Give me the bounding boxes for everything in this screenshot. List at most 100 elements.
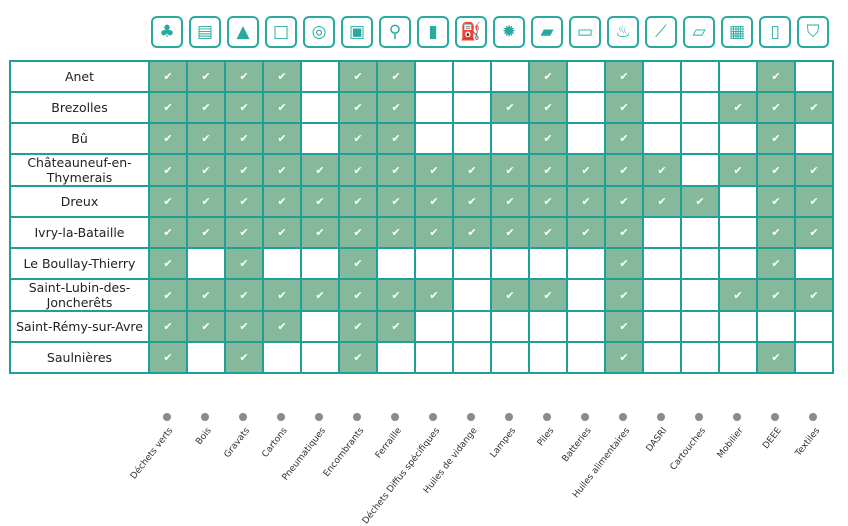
empty-cell [680,122,720,155]
accepted-cell: ✔ [186,60,226,93]
site-name: Brezolles [9,91,150,124]
empty-cell [452,122,492,155]
check-icon: ✔ [771,195,781,208]
empty-cell [414,310,454,343]
check-icon: ✔ [619,320,629,333]
empty-cell [452,341,492,374]
check-icon: ✔ [809,163,819,177]
check-icon: ✔ [277,195,287,208]
column-marker-dot [771,413,779,421]
check-icon: ✔ [163,132,173,145]
site-name: Le Boullay-Thierry [9,247,150,280]
check-icon: ✔ [619,257,629,270]
column-marker-dot [809,413,817,421]
accepted-cell: ✔ [528,91,568,124]
empty-cell [680,247,720,280]
accepted-cell: ✔ [186,185,226,218]
empty-cell [642,341,682,374]
column-marker-dot [201,413,209,421]
accepted-cell: ✔ [414,185,454,218]
accepted-cell: ✔ [300,153,340,187]
check-icon: ✔ [391,70,401,83]
box-icon: □ [265,16,297,48]
empty-cell [718,122,758,155]
check-icon: ✔ [353,163,363,177]
column-marker-dot [657,413,665,421]
table-row: Saint-Lubin-des-Joncherêts ✔ ✔ ✔ ✔ ✔ ✔ ✔ ✔ ✔ ✔ ✔ ✔ ✔ ✔ [9,278,834,312]
check-icon: ✔ [163,195,173,208]
check-icon: ✔ [391,132,401,145]
accepted-cell: ✔ [224,91,264,124]
accepted-cell: ✔ [414,278,454,312]
check-icon: ✔ [239,101,249,114]
table-row: Saulnières ✔ ✔ ✔ ✔ ✔ [9,341,834,374]
check-icon: ✔ [391,195,401,208]
accepted-cell: ✔ [566,153,606,187]
column-label: Cartons [260,426,290,460]
column-label: Batteries [560,426,594,465]
accepted-cell: ✔ [148,60,188,93]
accepted-cell: ✔ [604,310,644,343]
check-icon: ✔ [163,288,173,302]
accepted-cell: ✔ [338,341,378,374]
empty-cell [490,60,530,93]
empty-cell [794,341,834,374]
empty-cell [680,310,720,343]
accepted-cell: ✔ [490,91,530,124]
bicycle-icon: ⚲ [379,16,411,48]
check-icon: ✔ [771,288,781,302]
empty-cell [452,91,492,124]
accepted-cell: ✔ [224,153,264,187]
check-icon: ✔ [163,320,173,333]
empty-cell [566,341,606,374]
empty-cell [642,60,682,93]
empty-cell [566,91,606,124]
collection-matrix: Anet ✔ ✔ ✔ ✔ ✔ ✔ ✔ ✔ ✔ Brezolles ✔ ✔ ✔ ✔ ✔ ✔ ✔ ✔ ✔ ✔ ✔ ✔ Bû ✔ ✔ ✔ ✔… [9,60,834,374]
column-label: Encombrants [321,426,366,480]
accepted-cell: ✔ [300,185,340,218]
check-icon: ✔ [543,163,553,177]
check-icon: ✔ [581,195,591,208]
column-marker-dot [277,413,285,421]
check-icon: ✔ [733,163,743,177]
tree-icon: ♣ [151,16,183,48]
check-icon: ✔ [163,163,173,177]
check-icon: ✔ [619,163,629,177]
column-label: Cartouches [668,426,708,473]
empty-cell [300,247,340,280]
accepted-cell: ✔ [794,278,834,312]
check-icon: ✔ [277,70,287,83]
empty-cell [718,216,758,249]
check-icon: ✔ [391,288,401,302]
accepted-cell: ✔ [452,185,492,218]
accepted-cell: ✔ [376,91,416,124]
accepted-cell: ✔ [756,185,796,218]
accepted-cell: ✔ [186,278,226,312]
check-icon: ✔ [809,226,819,239]
column-marker-dot [733,413,741,421]
spray-can-icon: ▮ [417,16,449,48]
check-icon: ✔ [163,70,173,83]
check-icon: ✔ [315,226,325,239]
column-marker-dot [581,413,589,421]
check-icon: ✔ [239,288,249,302]
accepted-cell: ✔ [528,60,568,93]
column-marker-dot [429,413,437,421]
accepted-cell: ✔ [794,185,834,218]
empty-cell [490,310,530,343]
check-icon: ✔ [505,226,515,239]
check-icon: ✔ [239,195,249,208]
check-icon: ✔ [467,195,477,208]
check-icon: ✔ [809,195,819,208]
check-icon: ✔ [353,195,363,208]
check-icon: ✔ [163,101,173,114]
column-label: Ferraille [373,426,404,461]
empty-cell [718,60,758,93]
accepted-cell: ✔ [376,278,416,312]
empty-cell [300,91,340,124]
check-icon: ✔ [315,288,325,302]
empty-cell [680,153,720,187]
accepted-cell: ✔ [604,278,644,312]
empty-cell [414,122,454,155]
cooking-pot-icon: ♨ [607,16,639,48]
